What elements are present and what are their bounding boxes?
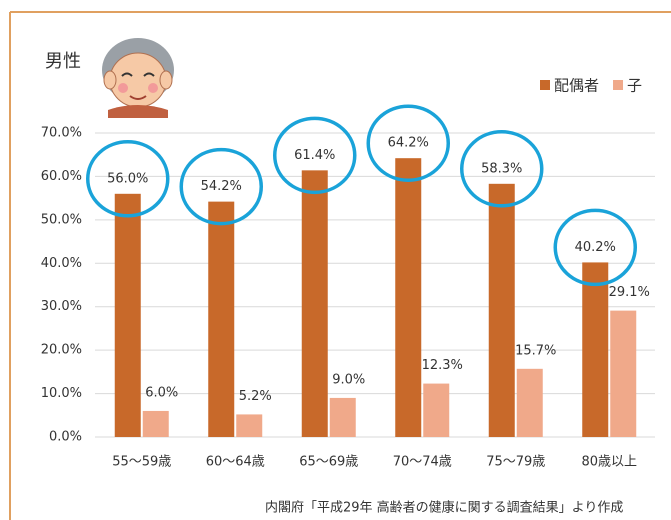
x-tick-label: 55〜59歳 bbox=[112, 455, 171, 470]
illustration bbox=[102, 38, 174, 118]
value-label: 12.3% bbox=[422, 358, 463, 373]
value-label: 5.2% bbox=[239, 389, 272, 404]
value-label: 64.2% bbox=[388, 136, 429, 151]
y-tick-label: 0.0% bbox=[49, 430, 82, 445]
chart-title: 男性 bbox=[45, 51, 81, 72]
x-tick-label: 65〜69歳 bbox=[299, 455, 358, 470]
bar bbox=[582, 262, 608, 437]
chart: 男性 内閣府「平成29年 高齢者の健康に関する調査結果」より作成 0.0% 10.… bbox=[0, 0, 671, 520]
y-tick-label: 30.0% bbox=[41, 299, 82, 314]
y-tick-label: 60.0% bbox=[41, 169, 82, 184]
bar bbox=[489, 184, 515, 437]
legend-swatch bbox=[613, 80, 623, 90]
bar bbox=[517, 369, 543, 437]
value-label: 9.0% bbox=[332, 372, 365, 387]
source-note: 内閣府「平成29年 高齢者の健康に関する調査結果」より作成 bbox=[265, 500, 623, 516]
bar bbox=[115, 194, 141, 437]
bar bbox=[302, 170, 328, 437]
legend-label: 配偶者 bbox=[554, 77, 599, 95]
y-tick-label: 20.0% bbox=[41, 343, 82, 358]
bar bbox=[610, 311, 636, 437]
bar bbox=[423, 384, 449, 437]
y-tick-label: 70.0% bbox=[41, 126, 82, 141]
value-label: 40.2% bbox=[575, 240, 616, 255]
legend-swatch bbox=[540, 80, 550, 90]
x-tick-label: 80歳以上 bbox=[581, 455, 637, 470]
bar bbox=[395, 158, 421, 437]
value-label: 15.7% bbox=[515, 343, 556, 358]
x-tick-label: 70〜74歳 bbox=[393, 455, 452, 470]
bar bbox=[236, 414, 262, 437]
value-label: 29.1% bbox=[609, 285, 650, 300]
value-label: 61.4% bbox=[294, 148, 335, 163]
value-label: 54.2% bbox=[201, 179, 242, 194]
bar bbox=[330, 398, 356, 437]
value-label: 58.3% bbox=[481, 161, 522, 176]
legend-label: 子 bbox=[627, 77, 642, 95]
y-tick-label: 10.0% bbox=[41, 386, 82, 401]
value-label: 6.0% bbox=[145, 385, 178, 400]
x-tick-label: 60〜64歳 bbox=[206, 455, 265, 470]
bar bbox=[143, 411, 169, 437]
x-tick-label: 75〜79歳 bbox=[486, 455, 545, 470]
bar bbox=[208, 202, 234, 437]
y-tick-label: 40.0% bbox=[41, 256, 82, 271]
y-tick-label: 50.0% bbox=[41, 212, 82, 227]
value-label: 56.0% bbox=[107, 171, 148, 186]
